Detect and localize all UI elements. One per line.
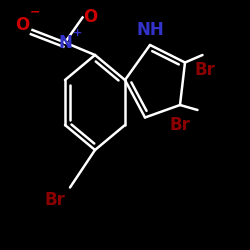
Text: O: O — [83, 8, 97, 26]
Text: NH: NH — [136, 21, 164, 39]
Text: Br: Br — [194, 61, 216, 79]
Text: N: N — [58, 34, 72, 52]
Text: Br: Br — [170, 116, 190, 134]
Text: +: + — [73, 28, 82, 38]
Text: O: O — [16, 16, 30, 34]
Text: −: − — [30, 6, 40, 19]
Text: Br: Br — [44, 191, 66, 209]
